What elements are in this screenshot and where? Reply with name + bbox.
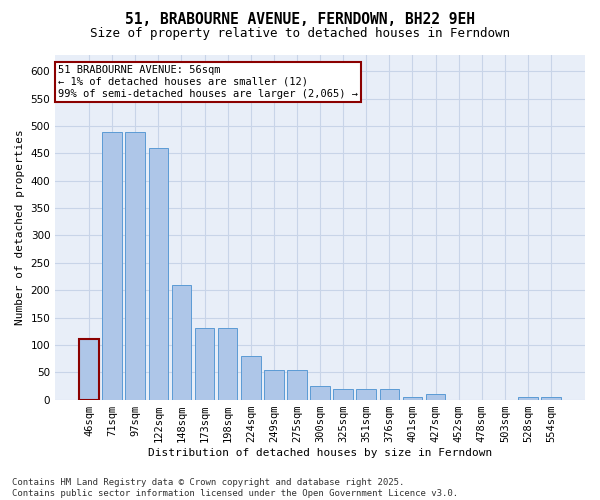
- Bar: [287, 370, 307, 400]
- Bar: [518, 397, 538, 400]
- Bar: [310, 386, 330, 400]
- Bar: [380, 388, 399, 400]
- Bar: [403, 397, 422, 400]
- Bar: [172, 284, 191, 400]
- Bar: [356, 388, 376, 400]
- Bar: [195, 328, 214, 400]
- Bar: [103, 132, 122, 400]
- Bar: [125, 132, 145, 400]
- Bar: [79, 340, 99, 400]
- Bar: [541, 397, 561, 400]
- Bar: [218, 328, 238, 400]
- Bar: [334, 388, 353, 400]
- Text: Contains HM Land Registry data © Crown copyright and database right 2025.
Contai: Contains HM Land Registry data © Crown c…: [12, 478, 458, 498]
- Bar: [149, 148, 168, 400]
- Text: 51, BRABOURNE AVENUE, FERNDOWN, BH22 9EH: 51, BRABOURNE AVENUE, FERNDOWN, BH22 9EH: [125, 12, 475, 28]
- Bar: [264, 370, 284, 400]
- Text: 51 BRABOURNE AVENUE: 56sqm
← 1% of detached houses are smaller (12)
99% of semi-: 51 BRABOURNE AVENUE: 56sqm ← 1% of detac…: [58, 66, 358, 98]
- Text: Size of property relative to detached houses in Ferndown: Size of property relative to detached ho…: [90, 28, 510, 40]
- Y-axis label: Number of detached properties: Number of detached properties: [15, 130, 25, 325]
- X-axis label: Distribution of detached houses by size in Ferndown: Distribution of detached houses by size …: [148, 448, 492, 458]
- Bar: [426, 394, 445, 400]
- Bar: [241, 356, 260, 400]
